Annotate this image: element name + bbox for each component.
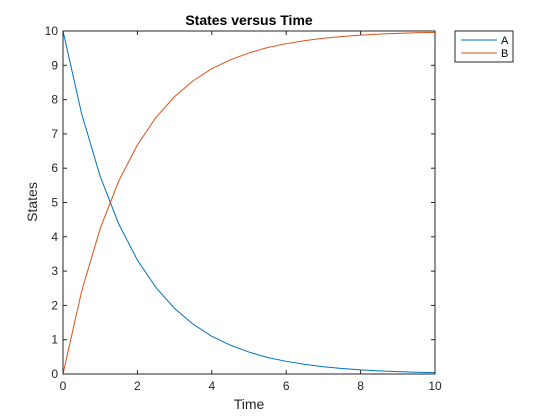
y-tick-label: 8 (51, 93, 58, 107)
legend-box (454, 30, 514, 63)
y-tick-label: 7 (51, 127, 58, 141)
x-axis-label: Time (234, 396, 265, 412)
x-tick-label: 2 (134, 379, 141, 393)
y-tick-label: 6 (51, 161, 58, 175)
y-tick-label: 3 (51, 264, 58, 278)
y-tick-label: 9 (51, 58, 58, 72)
y-axis-label: States (24, 182, 40, 222)
y-tick-label: 5 (51, 196, 58, 210)
legend-label-A: A (501, 35, 509, 47)
series-line-A (62, 30, 436, 374)
y-tick-label: 0 (51, 367, 58, 381)
x-tick-label: 6 (283, 379, 290, 393)
y-tick-label: 1 (51, 333, 58, 347)
x-tick-label: 4 (208, 379, 215, 393)
series-group (62, 30, 436, 375)
x-tick-label: 8 (357, 379, 364, 393)
legend-label-B: B (501, 48, 508, 60)
x-tick-label: 10 (428, 379, 442, 393)
series-line-B (62, 31, 436, 375)
legend: AB (454, 30, 514, 63)
plot-area-box (62, 30, 436, 375)
x-tick-label: 0 (60, 379, 67, 393)
y-tick-label: 4 (51, 230, 58, 244)
tick-group: 0 2 4 6 8 10 0 1 2 3 4 5 6 7 8 9 10 (45, 24, 442, 393)
plot-axes (62, 30, 436, 375)
y-tick-label: 10 (45, 24, 59, 38)
y-tick-label: 2 (51, 298, 58, 312)
chart-title: States versus Time (185, 12, 313, 28)
